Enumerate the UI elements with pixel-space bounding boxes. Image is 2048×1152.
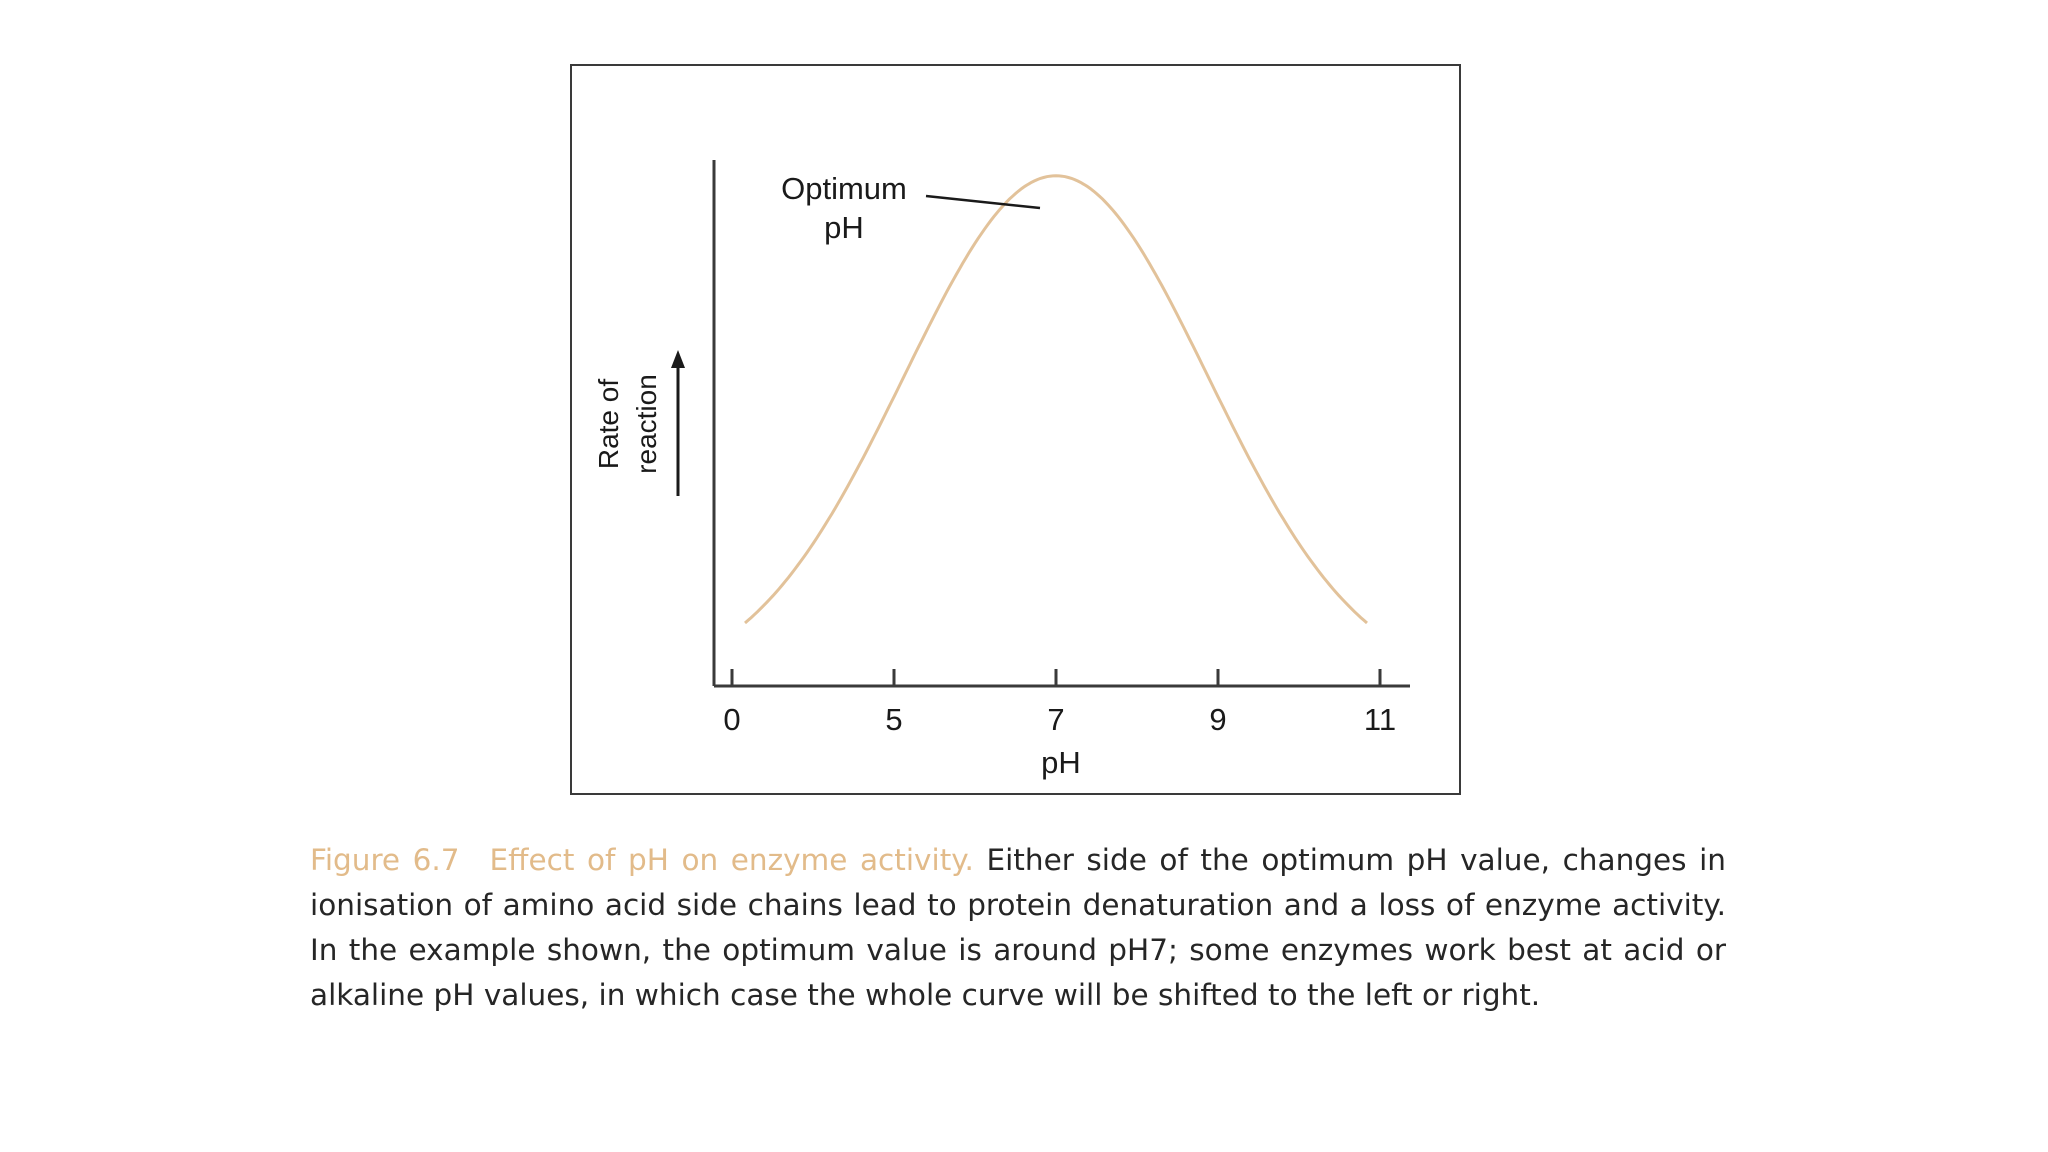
x-tick-label-5: 5 [885, 702, 902, 737]
x-tick-label-11: 11 [1364, 702, 1396, 737]
y-axis-title-line-1: Rate of [593, 379, 624, 469]
y-axis-title: Rate of reaction [593, 374, 662, 474]
x-tick-label-7: 7 [1047, 702, 1064, 737]
y-axis-title-line-2: reaction [631, 374, 662, 474]
x-tick-label-9: 9 [1209, 702, 1226, 737]
annotation-optimum-line-2: pH [824, 210, 864, 245]
annotation-optimum-line-1: Optimum [781, 171, 907, 206]
caption-title: Effect of pH on enzyme activity. [489, 843, 974, 877]
caption-number: Figure 6.7 [310, 843, 460, 877]
up-arrow-icon [671, 350, 685, 496]
series-line [744, 174, 1368, 625]
x-axis-title: pH [1041, 745, 1081, 780]
figure-frame: 0 5 7 9 11 pH Rate of reaction Optimum pH [570, 64, 1461, 795]
x-ticks: 0 5 7 9 11 [723, 669, 1396, 737]
annotation-leader-line [925, 194, 1041, 210]
x-tick-label-0: 0 [723, 702, 740, 737]
figure-caption: Figure 6.7 Effect of pH on enzyme activit… [310, 838, 1726, 1018]
caption-body: Either side of the optimum pH value, cha… [310, 843, 1726, 1012]
chart: 0 5 7 9 11 pH Rate of reaction Optimum pH [593, 160, 1410, 780]
